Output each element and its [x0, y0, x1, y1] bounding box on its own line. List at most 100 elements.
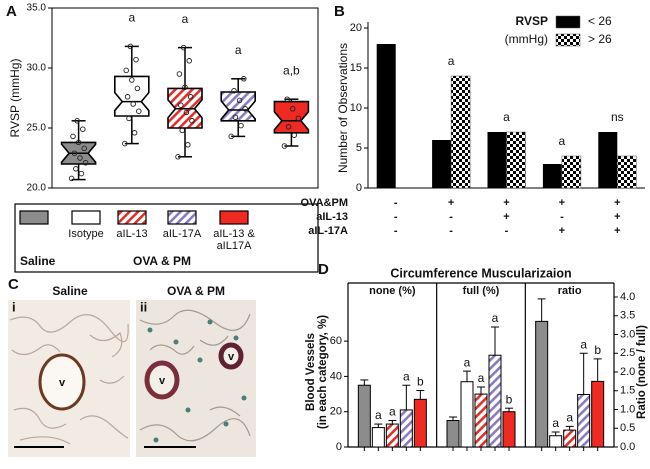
data-point: [242, 106, 248, 112]
annotation: b: [506, 392, 513, 406]
data-point: [134, 85, 141, 92]
condition-value: +: [614, 225, 620, 237]
data-point: [187, 94, 194, 100]
data-point: [182, 84, 188, 90]
bar: [371, 427, 385, 448]
bar: [474, 393, 488, 448]
panel-label: B: [334, 3, 345, 20]
legend-label: aIL-17A: [162, 228, 202, 240]
data-point: [238, 122, 244, 129]
panel-label: A: [6, 3, 17, 20]
y-axis-label: Blood Vessels: [305, 333, 317, 411]
condition-value: -: [394, 225, 398, 237]
legend-swatch: [117, 210, 147, 225]
legend-label: aIL-13 & aIL17A: [213, 228, 255, 252]
bar: [617, 155, 637, 189]
data-point: [179, 127, 185, 134]
data-point: [186, 58, 192, 64]
condition-value: +: [559, 225, 565, 237]
condition-value: -: [449, 211, 453, 223]
condition-label: aIL-13: [316, 211, 348, 223]
y2-axis-label: Ratio (none / full): [636, 325, 648, 419]
condition-label: aIL-17A: [308, 225, 348, 237]
y2-tick-label: 3.0: [620, 328, 635, 340]
data-point: [77, 155, 83, 161]
y2-tick-label: 0.5: [620, 422, 635, 434]
legend-label: > 26: [588, 32, 612, 46]
data-point: [291, 132, 297, 138]
y-tick-label: 5: [356, 142, 362, 154]
y-tick-label: 35.0: [27, 3, 47, 14]
data-point: [295, 115, 302, 122]
chart-title: Circumference Muscularizaion: [390, 266, 571, 280]
data-point: [122, 140, 128, 147]
data-point: [80, 126, 86, 132]
legend-label-box: aIL-13: [116, 228, 147, 240]
condition-value: -: [560, 211, 564, 223]
condition-value: +: [614, 197, 620, 209]
bar: [357, 384, 371, 448]
image-title: OVA & PM: [167, 284, 225, 298]
legend-swatch: [167, 210, 197, 225]
y2-tick-label: 1.5: [620, 385, 635, 397]
data-point: [126, 115, 132, 122]
data-point: [127, 43, 134, 50]
data-point: [232, 114, 239, 120]
annotation: a: [566, 411, 573, 425]
annotation: a: [464, 355, 471, 369]
bar: [460, 381, 474, 448]
section-label: ratio: [558, 285, 582, 297]
vessel: [38, 353, 86, 411]
y2-tick-label: 2.0: [620, 366, 635, 378]
y-axis-label: Number of Observations: [336, 43, 350, 173]
bar: [549, 435, 563, 448]
bar: [399, 409, 413, 448]
micrograph-ii: [136, 300, 256, 457]
y2-tick-label: 1.0: [620, 403, 635, 415]
annotation: a: [580, 337, 587, 351]
bar: [598, 132, 618, 188]
section-label: full (%): [463, 285, 500, 297]
y-tick-label: 20: [330, 406, 342, 418]
condition-value: -: [394, 197, 398, 209]
legend-label: Isotype: [68, 228, 104, 240]
data-point: [131, 130, 138, 136]
bar: [542, 164, 562, 188]
data-point: [75, 139, 82, 146]
y-tick-label: 30.0: [27, 63, 47, 74]
data-point: [81, 145, 87, 152]
annotation: a: [128, 11, 135, 25]
data-point: [74, 118, 80, 124]
bar: [385, 423, 399, 448]
data-point: [78, 170, 85, 177]
y2-tick-label: 4.0: [620, 291, 635, 303]
condition-value: +: [503, 197, 509, 209]
data-point: [136, 108, 142, 114]
data-point: [124, 94, 131, 100]
plot-frame: [51, 7, 319, 189]
data-point: [189, 118, 195, 124]
data-point: [284, 96, 290, 102]
bar: [506, 131, 526, 189]
annotation: a: [182, 12, 189, 26]
data-point: [285, 124, 292, 130]
micrograph-i: [8, 300, 130, 457]
y-tick-label: 40: [330, 370, 342, 382]
bar: [413, 398, 427, 448]
annotation: a: [492, 311, 499, 325]
annotation: a: [403, 369, 410, 383]
tissue: [139, 309, 251, 442]
vessel: [218, 342, 244, 370]
data-point: [129, 77, 135, 83]
annotation: a: [552, 416, 559, 430]
data-point: [175, 154, 181, 160]
bar: [591, 380, 605, 448]
y-tick-label: 20: [350, 22, 362, 34]
panel-label: C: [8, 276, 19, 293]
condition-value: +: [503, 211, 509, 223]
vessel-label: v: [59, 377, 66, 389]
legend-swatch: [555, 33, 581, 47]
y-tick-label: 15: [350, 62, 362, 74]
vessel-label: v: [159, 375, 166, 387]
